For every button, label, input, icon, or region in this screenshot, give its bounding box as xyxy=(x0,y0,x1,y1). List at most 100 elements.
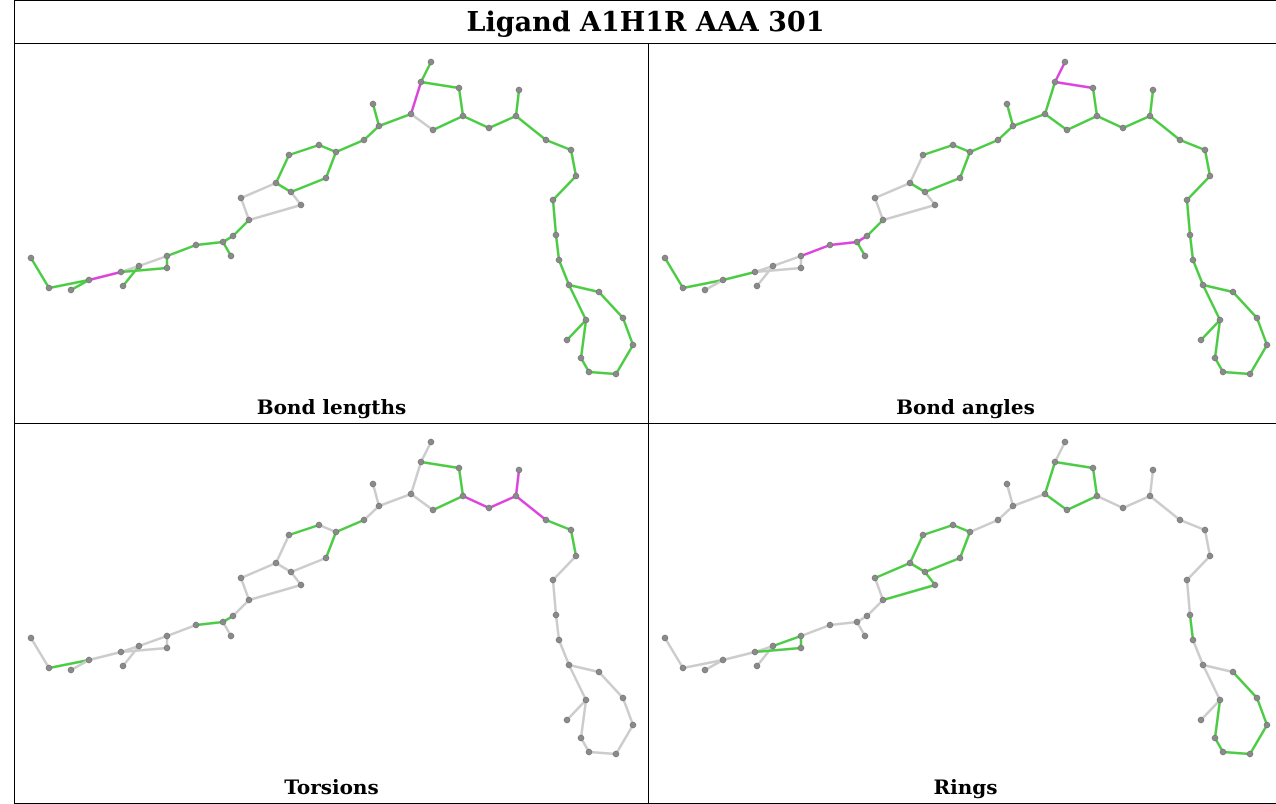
atom xyxy=(578,355,584,361)
bond xyxy=(830,622,857,625)
atom xyxy=(273,560,279,566)
atom xyxy=(920,532,926,538)
bond xyxy=(1150,116,1180,140)
atom xyxy=(872,575,878,581)
bond xyxy=(196,242,223,245)
atom xyxy=(1120,125,1126,131)
atom xyxy=(1004,101,1010,107)
bond xyxy=(1203,285,1233,292)
atom xyxy=(273,180,279,186)
bond xyxy=(89,272,121,280)
atom xyxy=(228,253,234,259)
bond xyxy=(559,640,569,665)
atom xyxy=(630,342,636,348)
bond xyxy=(31,258,49,288)
atom xyxy=(995,137,1001,143)
atom xyxy=(1200,282,1206,288)
atom xyxy=(230,613,236,619)
bond xyxy=(516,496,546,520)
atom xyxy=(1062,439,1068,445)
bond xyxy=(589,752,616,754)
bond xyxy=(623,318,633,345)
atom xyxy=(770,643,776,649)
atom xyxy=(193,242,199,248)
atom xyxy=(550,577,556,583)
bond xyxy=(421,462,459,468)
atom xyxy=(86,657,92,663)
bond xyxy=(411,82,421,114)
bond xyxy=(1203,285,1220,320)
atom xyxy=(316,142,322,148)
bond xyxy=(1223,372,1250,374)
bond xyxy=(1093,468,1097,496)
atom xyxy=(376,503,382,509)
atom xyxy=(950,142,956,148)
atom xyxy=(516,467,522,473)
atom xyxy=(950,522,956,528)
atom xyxy=(1247,751,1253,757)
atom xyxy=(556,257,562,263)
atom xyxy=(513,493,519,499)
bond xyxy=(546,140,571,150)
atom xyxy=(1207,173,1213,179)
bond xyxy=(910,535,923,563)
atom xyxy=(662,255,668,261)
atom xyxy=(238,575,244,581)
atom xyxy=(854,239,860,245)
atom xyxy=(1190,257,1196,263)
bond xyxy=(616,725,633,754)
bond xyxy=(923,145,953,155)
bond xyxy=(1055,442,1065,462)
atom xyxy=(1120,505,1126,511)
atom xyxy=(586,369,592,375)
bond xyxy=(1067,116,1097,130)
atom xyxy=(1052,79,1058,85)
atom xyxy=(428,59,434,65)
atom xyxy=(967,529,973,535)
bond xyxy=(1123,496,1150,508)
atom xyxy=(1217,317,1223,323)
atom xyxy=(702,667,708,673)
atom xyxy=(680,285,686,291)
bond xyxy=(411,114,433,130)
atom xyxy=(456,465,462,471)
bond xyxy=(553,580,556,615)
bond xyxy=(1123,116,1150,128)
bond xyxy=(1180,520,1205,530)
bond xyxy=(463,116,489,128)
bond xyxy=(875,198,883,220)
bond xyxy=(1097,496,1123,508)
atom xyxy=(68,287,74,293)
bond xyxy=(421,442,431,462)
atom xyxy=(220,619,226,625)
atom xyxy=(136,643,142,649)
bond xyxy=(516,116,546,140)
atom xyxy=(880,217,886,223)
atom xyxy=(1202,147,1208,153)
bond xyxy=(463,496,489,508)
bond xyxy=(459,468,463,496)
atom xyxy=(798,253,804,259)
atom xyxy=(361,137,367,143)
atom xyxy=(827,622,833,628)
bond xyxy=(373,484,379,506)
atom xyxy=(770,263,776,269)
atom xyxy=(460,493,466,499)
atom xyxy=(164,265,170,271)
bond xyxy=(433,116,463,130)
atom xyxy=(46,285,52,291)
atom xyxy=(556,637,562,643)
bond xyxy=(1250,345,1267,374)
atom xyxy=(864,233,870,239)
bond xyxy=(830,242,857,245)
atom xyxy=(1212,355,1218,361)
atom xyxy=(1064,127,1070,133)
atom xyxy=(957,555,963,561)
panel-label: Rings xyxy=(649,775,1276,799)
atom xyxy=(872,195,878,201)
bond xyxy=(1190,615,1193,640)
bond xyxy=(553,176,576,200)
bond xyxy=(556,235,559,260)
atom xyxy=(922,189,928,195)
atom xyxy=(1177,517,1183,523)
